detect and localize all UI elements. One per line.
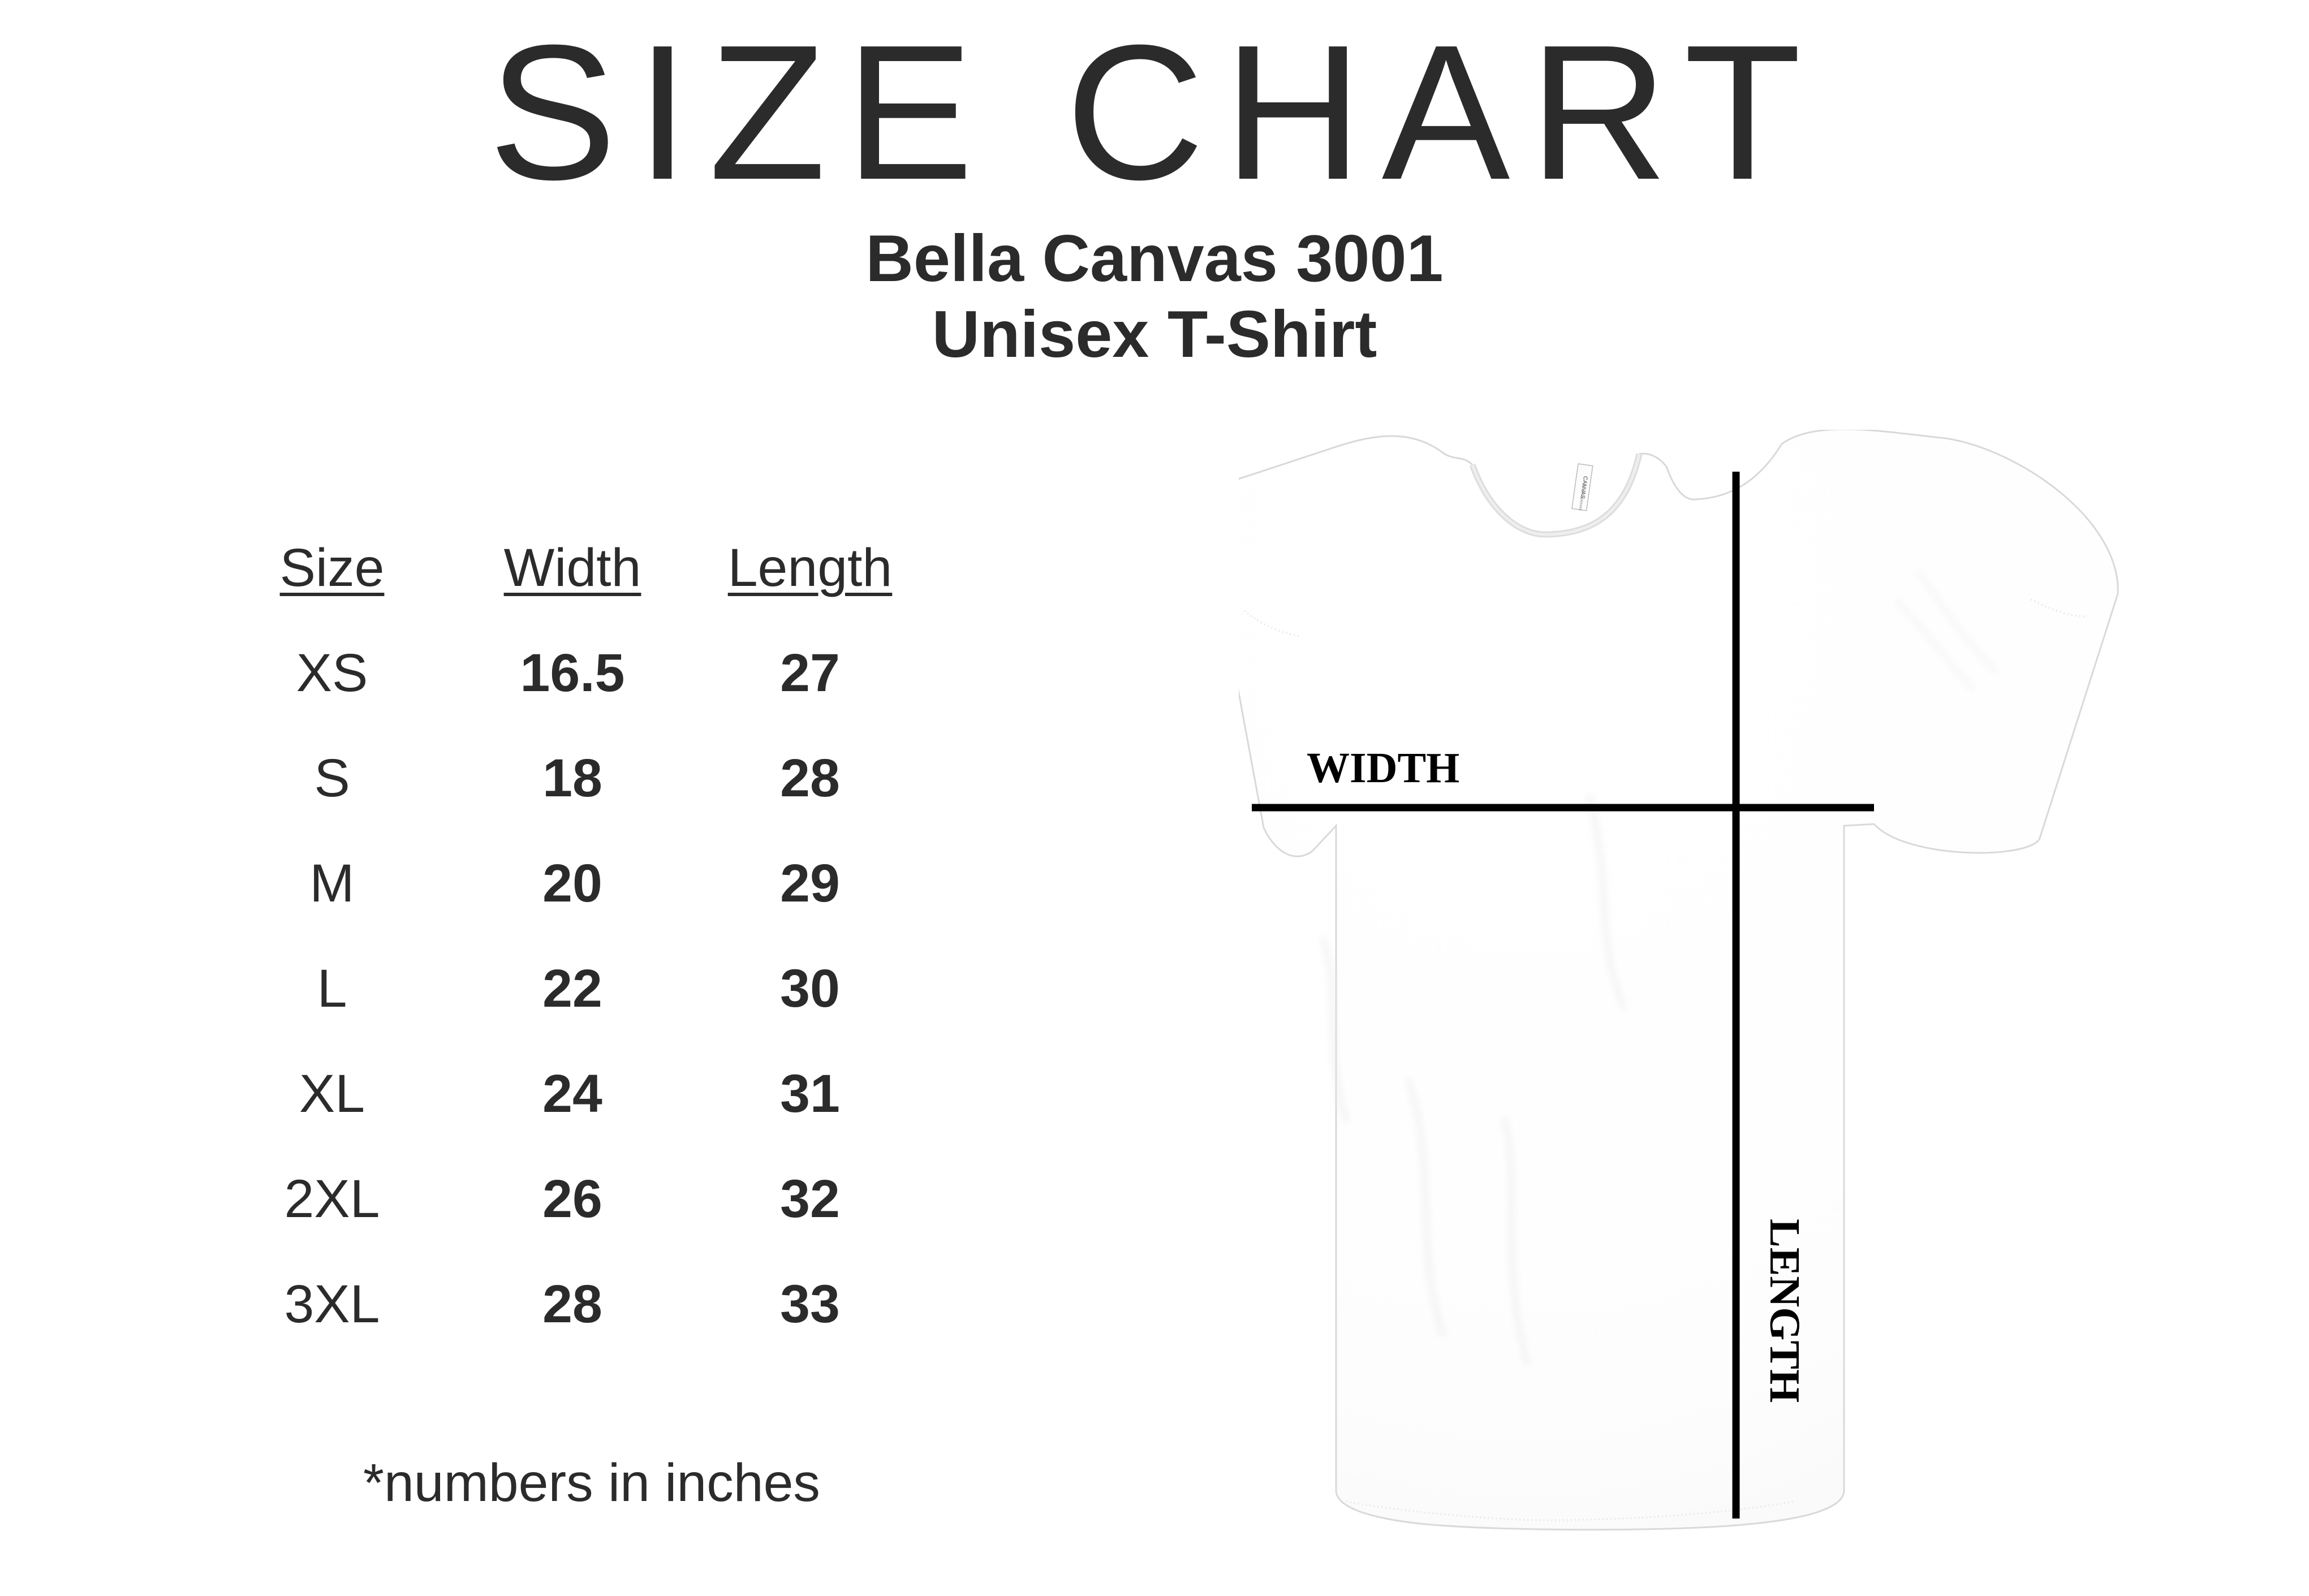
svg-text:LENGTH: LENGTH [1761,1219,1808,1403]
svg-text:WIDTH: WIDTH [1307,744,1459,792]
